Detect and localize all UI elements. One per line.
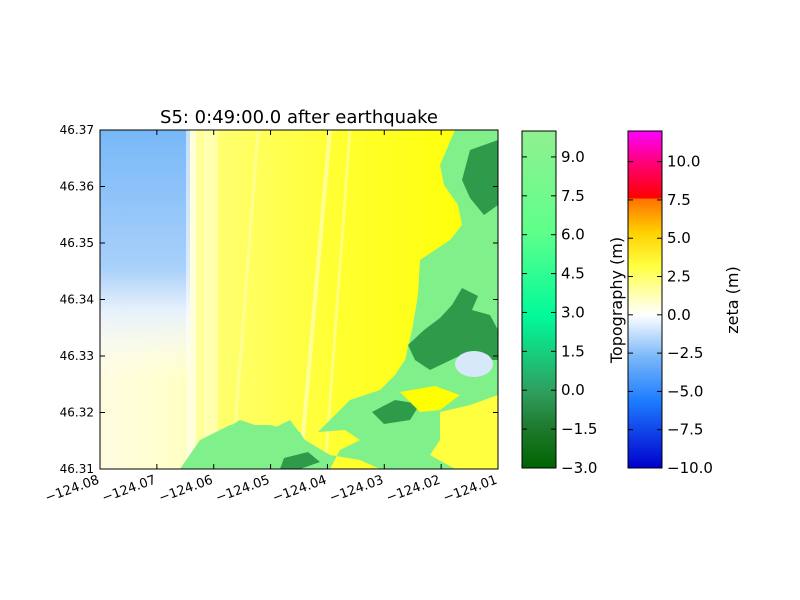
x-tick-label: −124.05 [214, 473, 272, 506]
colorbar-tick-label: 4.5 [561, 265, 585, 283]
colorbar-tick-label: −1.5 [561, 420, 597, 438]
colorbar-tick-label: 5.0 [667, 229, 691, 247]
wave-streak [323, 130, 352, 469]
x-tick-label: −124.01 [441, 473, 499, 506]
x-tick-label: −124.07 [100, 473, 158, 506]
zeta-colorbar-ticks: −10.0 −7.5 −5.0 −2.5 0.0 2.5 5.0 7.5 10.0 [628, 153, 713, 477]
colorbar-tick-label: 9.0 [561, 148, 585, 166]
topography-colorbar: −3.0 −1.5 0.0 1.5 3.0 4.5 6.0 7.5 9.0 Topography… [521, 130, 626, 477]
surf-band [204, 130, 218, 469]
colorbar-tick-label: 2.5 [667, 268, 691, 286]
zeta-colorbar-gradient [627, 130, 663, 469]
land-lowland [372, 400, 420, 424]
colorbar-tick-label: −5.0 [667, 382, 703, 400]
negative-zeta-region [100, 130, 190, 380]
x-tick-label: −124.08 [43, 473, 101, 506]
x-tick-label: −124.02 [384, 473, 442, 506]
colorbar-tick-label: −7.5 [667, 421, 703, 439]
y-tick-label: 46.35 [60, 236, 94, 250]
x-tick-label: −124.03 [328, 473, 386, 506]
topography-colorbar-ticks: −3.0 −1.5 0.0 1.5 3.0 4.5 6.0 7.5 9.0 [522, 148, 597, 477]
y-tick-label: 46.31 [60, 462, 94, 476]
inland-water [430, 395, 498, 469]
land-topography [180, 130, 498, 469]
colorbar-tick-label: 0.0 [667, 306, 691, 324]
topography-colorbar-label: Topography (m) [607, 237, 626, 364]
zeta-colorbar-label: zeta (m) [723, 266, 742, 333]
colorbar-tick-label: −10.0 [667, 459, 713, 477]
zeta-colorbar: −10.0 −7.5 −5.0 −2.5 0.0 2.5 5.0 7.5 10.0 zeta (… [627, 130, 742, 477]
colorbar-tick-label: 6.0 [561, 226, 585, 244]
colorbar-tick-label: 3.0 [561, 303, 585, 321]
land-lowland [408, 288, 498, 370]
wave-streak [298, 130, 332, 469]
colorbar-tick-label: 0.0 [561, 381, 585, 399]
colorbar-tick-label: 7.5 [667, 191, 691, 209]
colorbar-tick-label: 10.0 [667, 153, 700, 171]
colorbar-tick-label: −2.5 [667, 344, 703, 362]
inland-water [455, 351, 493, 377]
land-lowland [280, 452, 320, 469]
plot-area [100, 130, 498, 469]
x-tick-label: −124.04 [271, 473, 329, 506]
y-axis: 46.31 46.32 46.33 46.34 46.35 46.36 46.37 [60, 123, 498, 476]
wave-streak [230, 130, 260, 469]
colorbar-tick-label: 1.5 [561, 342, 585, 360]
topography-colorbar-gradient [521, 130, 557, 469]
y-tick-label: 46.32 [60, 406, 94, 420]
y-tick-label: 46.36 [60, 180, 94, 194]
y-tick-label: 46.34 [60, 293, 94, 307]
colorbar-tick-label: 7.5 [561, 187, 585, 205]
colorbar-tick-label: −3.0 [561, 459, 597, 477]
land-lowland [462, 140, 498, 215]
y-tick-label: 46.37 [60, 123, 94, 137]
inland-water [400, 386, 460, 412]
y-tick-label: 46.33 [60, 349, 94, 363]
chart-title: S5: 0:49:00.0 after earthquake [160, 107, 438, 128]
surf-band [186, 130, 196, 469]
x-tick-label: −124.06 [157, 473, 215, 506]
